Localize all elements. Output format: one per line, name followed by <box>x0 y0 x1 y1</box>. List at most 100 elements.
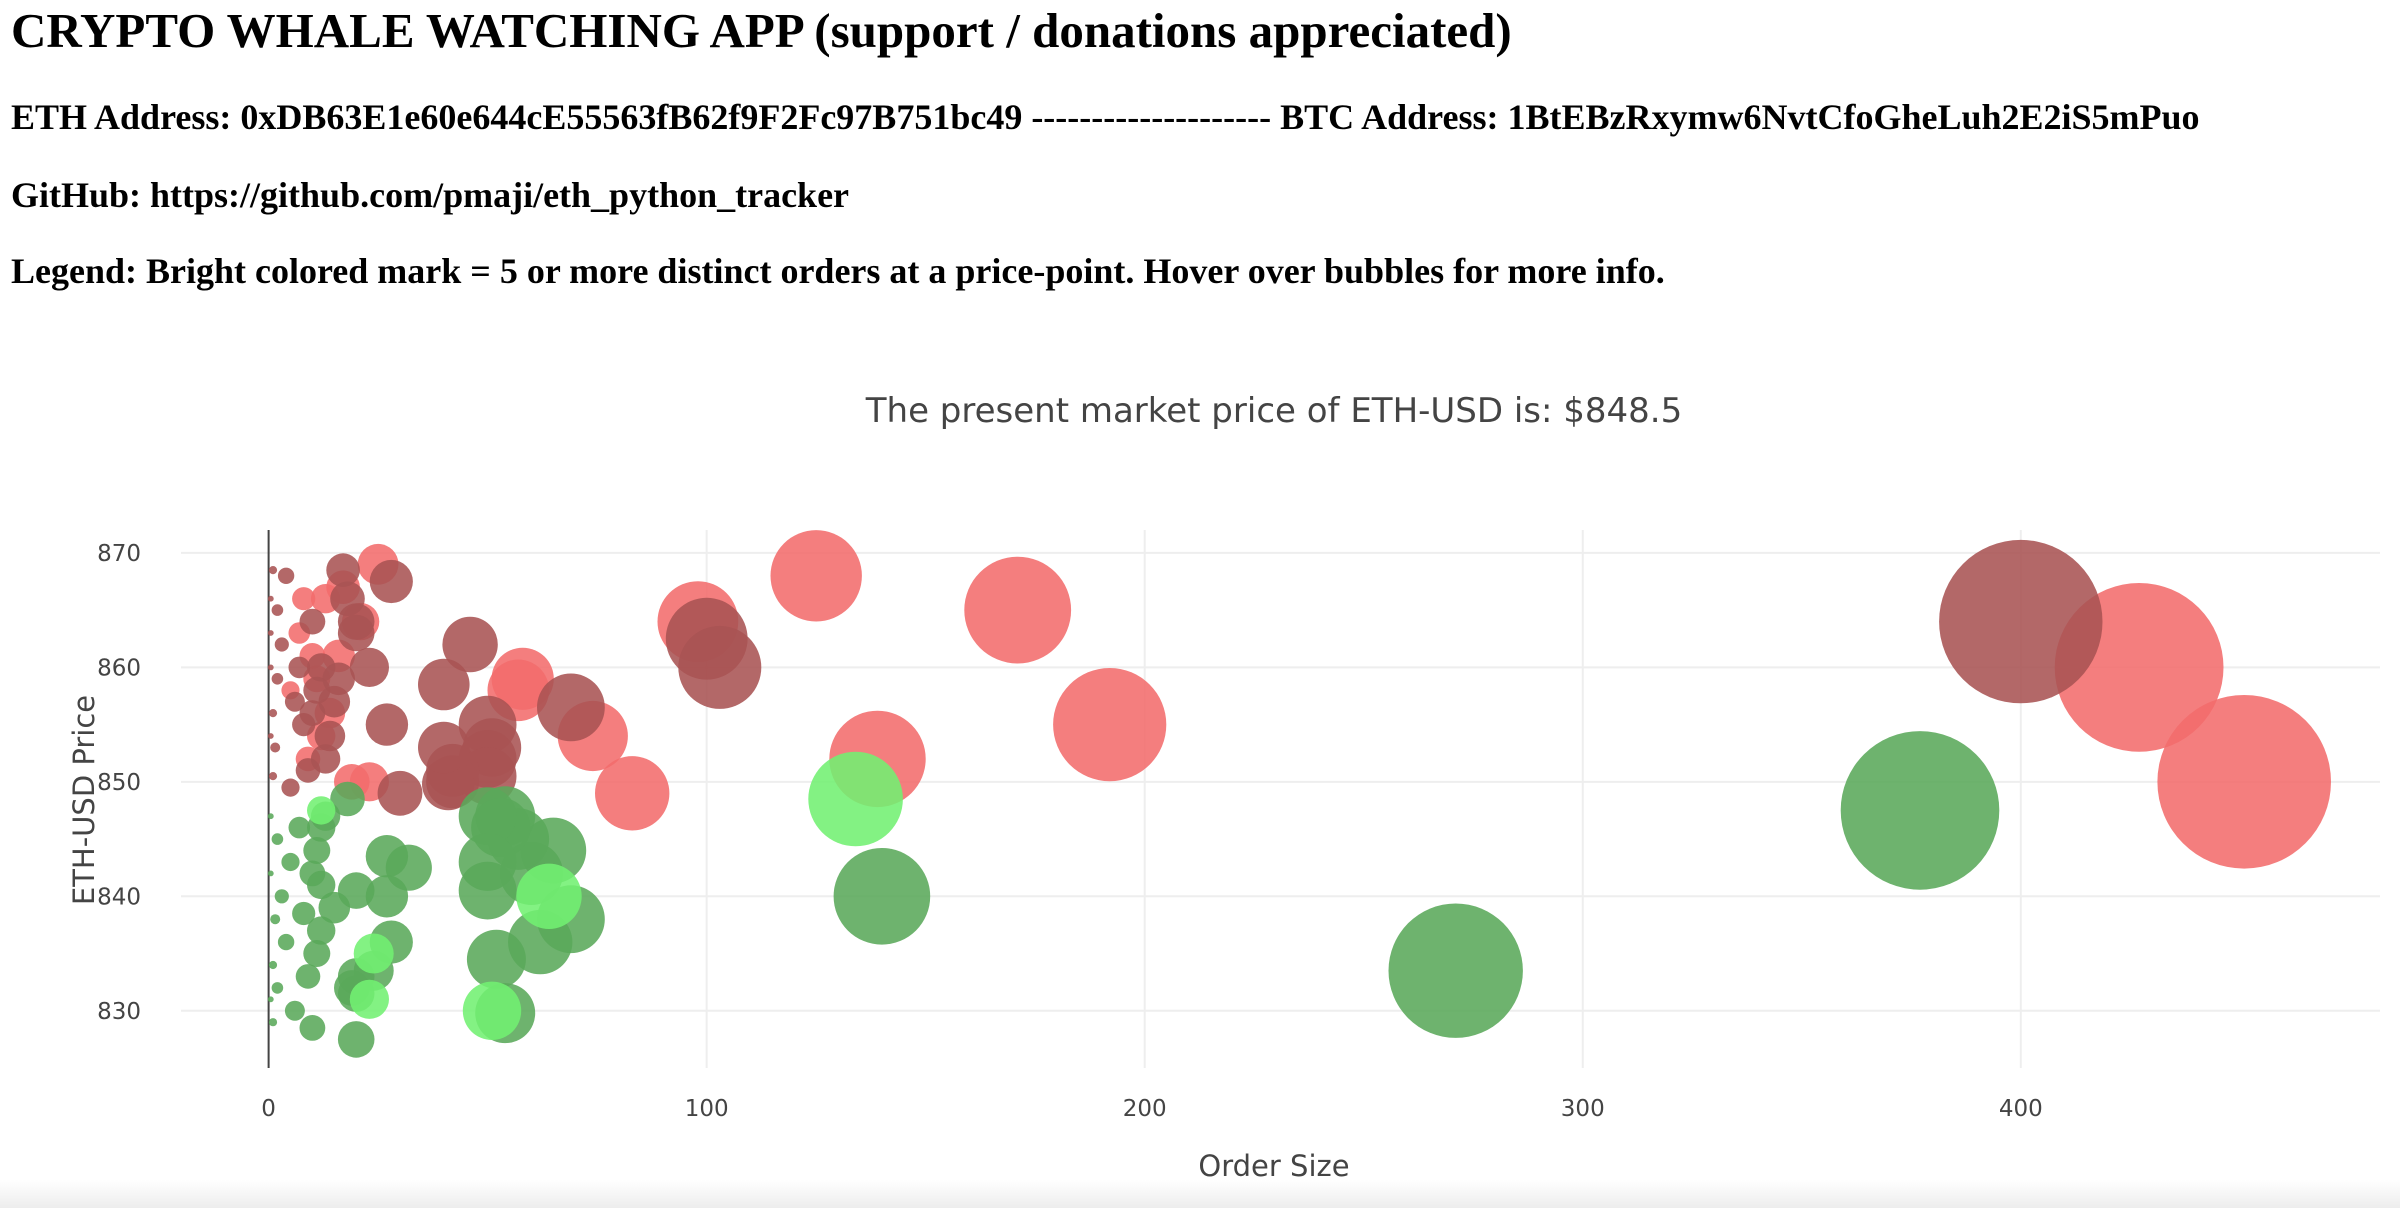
order-bubble[interactable] <box>678 625 762 709</box>
axes: 830 840 850 860 870 0 100 200 300 400 <box>97 530 2043 1122</box>
page-title: CRYPTO WHALE WATCHING APP (support / don… <box>11 3 1512 58</box>
order-bubble[interactable] <box>274 889 289 904</box>
order-bubble[interactable] <box>281 778 300 797</box>
x-axis-title: Order Size <box>1198 1149 1349 1183</box>
order-bubble[interactable] <box>268 960 278 970</box>
order-bubble[interactable] <box>270 914 281 925</box>
order-bubble[interactable] <box>270 742 281 753</box>
order-bubble[interactable] <box>307 796 336 825</box>
order-bubble[interactable] <box>303 676 331 704</box>
x-tick-label: 200 <box>1123 1096 1167 1122</box>
order-bubble[interactable] <box>458 861 517 920</box>
order-bubble[interactable] <box>267 870 274 877</box>
order-bubble[interactable] <box>377 770 423 816</box>
order-bubble[interactable] <box>307 916 336 945</box>
order-bubble[interactable] <box>418 721 470 774</box>
x-tick-label: 0 <box>261 1096 276 1122</box>
x-tick-label: 300 <box>1561 1096 1605 1122</box>
order-bubble[interactable] <box>295 964 321 989</box>
data-points[interactable] <box>267 530 2331 1058</box>
order-bubble[interactable] <box>303 837 331 864</box>
order-bubble[interactable] <box>318 891 351 924</box>
order-bubble[interactable] <box>337 1021 375 1058</box>
order-bubble[interactable] <box>326 553 360 587</box>
order-bubble[interactable] <box>268 1018 278 1027</box>
order-bubble[interactable] <box>303 940 331 967</box>
order-bubble[interactable] <box>516 863 582 929</box>
order-bubble[interactable] <box>268 772 278 781</box>
order-bubble[interactable] <box>537 673 605 742</box>
order-bubble[interactable] <box>299 608 326 635</box>
bottom-fade <box>0 1180 2400 1208</box>
order-bubble[interactable] <box>349 979 389 1019</box>
order-bubble[interactable] <box>458 787 517 846</box>
order-bubble[interactable] <box>271 604 284 616</box>
order-bubble[interactable] <box>292 713 316 737</box>
series-ask_dark[interactable] <box>267 539 2103 816</box>
order-bubble[interactable] <box>268 566 278 575</box>
order-bubble[interactable] <box>267 996 274 1003</box>
chart-title: The present market price of ETH-USD is: … <box>865 391 1683 431</box>
order-bubble[interactable] <box>349 647 389 687</box>
x-tick-label: 100 <box>685 1096 729 1122</box>
order-bubble[interactable] <box>292 901 316 926</box>
y-tick-label: 830 <box>97 999 141 1025</box>
order-bubble[interactable] <box>288 656 311 679</box>
order-bubble[interactable] <box>267 630 274 636</box>
order-bubble[interactable] <box>267 664 274 671</box>
order-bubble[interactable] <box>964 556 1072 664</box>
order-bubble[interactable] <box>595 756 670 831</box>
order-bubble[interactable] <box>833 848 931 945</box>
order-bubble[interactable] <box>292 587 316 611</box>
y-tick-label: 840 <box>97 884 141 910</box>
order-bubble[interactable] <box>271 982 284 994</box>
order-bubble[interactable] <box>337 614 375 652</box>
github-link-text: GitHub: https://github.com/pmaji/eth_pyt… <box>11 175 850 215</box>
order-bubble[interactable] <box>466 929 526 989</box>
order-bubble[interactable] <box>284 1000 305 1021</box>
order-bubble[interactable] <box>1053 668 1167 782</box>
y-tick-label: 870 <box>97 541 141 567</box>
order-bubble[interactable] <box>271 833 284 845</box>
order-bubble[interactable] <box>770 530 862 622</box>
order-bubble[interactable] <box>1388 903 1523 1038</box>
order-bubble[interactable] <box>365 835 409 878</box>
order-bubble[interactable] <box>314 720 346 752</box>
order-bubble[interactable] <box>353 933 394 974</box>
y-tick-label: 850 <box>97 770 141 796</box>
order-bubble[interactable] <box>274 637 289 652</box>
order-bubble[interactable] <box>277 933 295 951</box>
order-bubble[interactable] <box>365 703 409 746</box>
donation-addresses: ETH Address: 0xDB63E1e60e644cE55563fB62f… <box>11 97 2200 137</box>
order-bubble[interactable] <box>330 581 365 616</box>
order-bubble[interactable] <box>299 860 326 887</box>
order-bubble[interactable] <box>295 758 321 783</box>
order-bubble[interactable] <box>1840 731 2000 890</box>
order-bubble[interactable] <box>267 595 274 602</box>
order-bubble[interactable] <box>369 559 413 604</box>
order-bubble[interactable] <box>268 709 278 718</box>
order-bubble[interactable] <box>2157 695 2331 869</box>
order-bubble[interactable] <box>808 751 903 847</box>
bubble-chart[interactable]: The present market price of ETH-USD is: … <box>0 330 2400 1208</box>
order-bubble[interactable] <box>281 852 300 872</box>
chart-container[interactable]: The present market price of ETH-USD is: … <box>0 330 2400 1208</box>
y-axis-title: ETH-USD Price <box>67 695 101 905</box>
order-bubble[interactable] <box>267 813 274 820</box>
order-bubble[interactable] <box>418 658 470 711</box>
order-bubble[interactable] <box>330 781 365 817</box>
series-bid_bright[interactable] <box>307 751 903 1040</box>
y-tick-label: 860 <box>97 655 141 681</box>
order-bubble[interactable] <box>299 1015 326 1041</box>
order-bubble[interactable] <box>1939 539 2103 704</box>
order-bubble[interactable] <box>365 875 409 918</box>
order-bubble[interactable] <box>267 733 274 739</box>
order-bubble[interactable] <box>284 691 305 712</box>
order-bubble[interactable] <box>277 567 295 584</box>
order-bubble[interactable] <box>307 653 336 682</box>
order-bubble[interactable] <box>288 816 311 839</box>
order-bubble[interactable] <box>462 981 522 1040</box>
order-bubble[interactable] <box>271 673 284 685</box>
x-tick-label: 400 <box>1999 1096 2043 1122</box>
order-bubble[interactable] <box>442 616 498 673</box>
